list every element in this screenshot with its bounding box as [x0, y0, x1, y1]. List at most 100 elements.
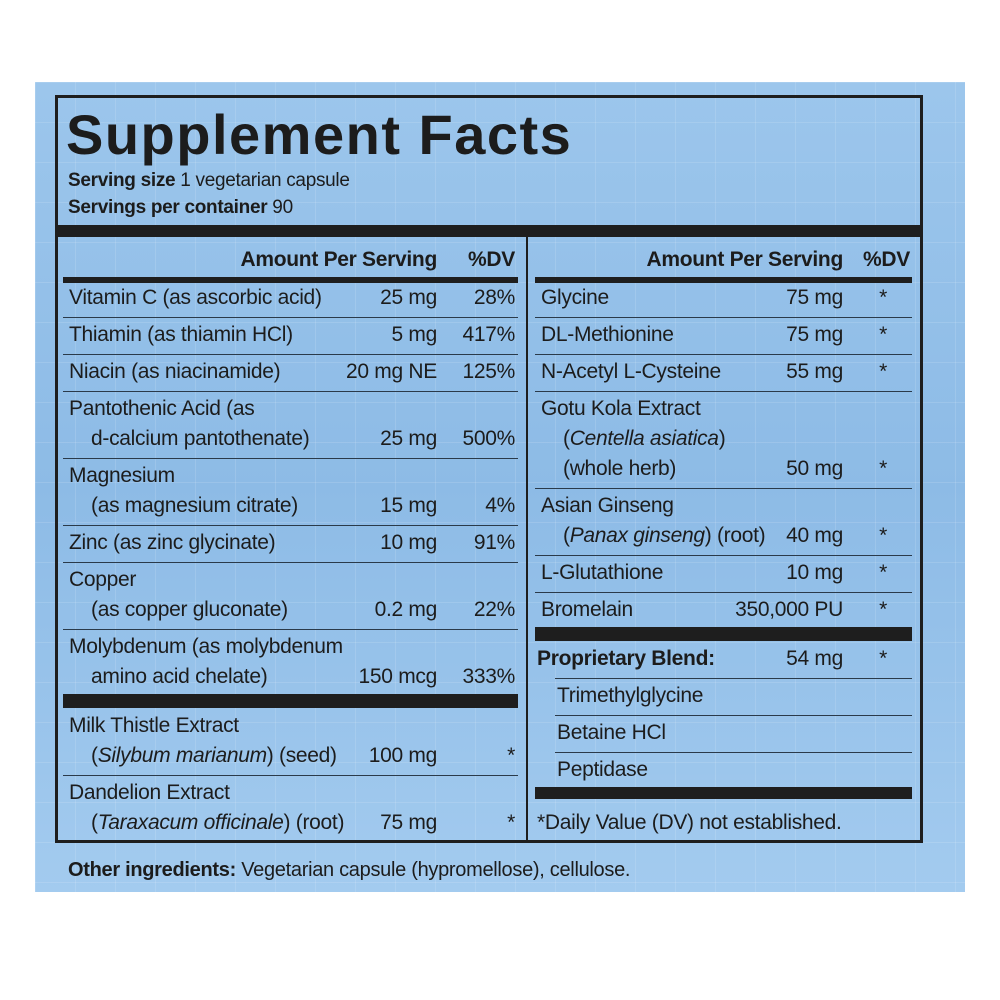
name-part: (: [91, 811, 98, 834]
row-rule: [555, 752, 912, 753]
row-rule: [63, 525, 518, 526]
column-header: Amount Per Serving: [646, 248, 844, 271]
ingredient-name: (Centella asiatica): [563, 427, 726, 451]
daily-value: 417%: [462, 323, 515, 346]
latin-name: Centella asiatica: [569, 427, 719, 450]
ingredient-name: (whole herb): [563, 457, 677, 480]
row-rule: [63, 458, 518, 459]
ingredient-name: Milk Thistle Extract: [69, 714, 239, 737]
ingredient-name: N-Acetyl L-Cysteine: [541, 360, 721, 383]
ingredient-name: Molybdenum (as molybdenum: [69, 635, 343, 658]
row-rule: [535, 592, 912, 593]
ingredient-name: (Silybum marianum) (seed): [91, 744, 337, 768]
ingredient-name: Magnesium: [69, 464, 175, 487]
title: Supplement Facts: [66, 103, 573, 166]
row-rule: [63, 629, 518, 630]
footnote: *Daily Value (DV) not established.: [537, 811, 842, 834]
name-part: ) (root): [704, 524, 766, 547]
section-bar: [63, 694, 518, 708]
amount: 54 mg: [786, 647, 843, 670]
name-part: (: [563, 427, 570, 450]
daily-value: 125%: [462, 360, 515, 383]
daily-value: 22%: [473, 598, 515, 621]
column-header: Amount Per Serving: [240, 248, 438, 271]
row-rule: [63, 317, 518, 318]
name-part: ) (seed): [266, 744, 337, 767]
column-divider: [526, 237, 528, 843]
name-part: ) (root): [283, 811, 345, 834]
daily-value: *: [879, 323, 887, 346]
ingredient-name: Gotu Kola Extract: [541, 397, 701, 420]
daily-value: *: [879, 457, 887, 480]
ingredient-name: L-Glutathione: [541, 561, 664, 584]
row-rule: [63, 391, 518, 392]
row-rule: [535, 391, 912, 392]
label-background: [35, 82, 965, 892]
row-rule: [555, 678, 912, 679]
header-bar: [63, 277, 518, 283]
ingredient-name: Vitamin C (as ascorbic acid): [69, 286, 322, 309]
daily-value: %DV: [863, 248, 910, 271]
section-bar: [535, 627, 912, 641]
amount: 75 mg: [786, 323, 843, 346]
row-rule: [535, 488, 912, 489]
daily-value: 333%: [462, 665, 515, 688]
daily-value: *: [507, 811, 515, 834]
ingredient-name: (Panax ginseng) (root): [563, 524, 766, 548]
other-ingredients-value: Vegetarian capsule (hypromellose), cellu…: [241, 859, 631, 881]
daily-value: *: [879, 360, 887, 383]
header-bar: [535, 277, 912, 283]
ingredient-name: Bromelain: [541, 598, 633, 621]
amount: 150 mcg: [358, 665, 438, 688]
daily-value: *: [879, 286, 887, 309]
serving-size-label: Serving size: [68, 170, 176, 191]
latin-name: Panax ginseng: [569, 524, 705, 547]
row-rule: [63, 775, 518, 776]
other-ingredients: Other ingredients: Vegetarian capsule (h…: [68, 858, 630, 882]
daily-value: 91%: [473, 531, 515, 554]
servings-label: Servings per container: [68, 197, 268, 218]
amount: 10 mg: [786, 561, 843, 584]
daily-value: *: [879, 561, 887, 584]
daily-value: 4%: [485, 494, 515, 517]
row-rule: [63, 354, 518, 355]
ingredient-name: Thiamin (as thiamin HCl): [69, 323, 293, 346]
ingredient-name: Zinc (as zinc glycinate): [69, 531, 276, 554]
ingredient-name: DL-Methionine: [541, 323, 674, 346]
blend-ingredient: Peptidase: [557, 758, 648, 781]
other-ingredients-label: Other ingredients:: [68, 859, 236, 881]
amount: 10 mg: [380, 531, 437, 554]
daily-value: *: [879, 647, 887, 670]
daily-value: *: [879, 524, 887, 547]
amount: 100 mg: [368, 744, 438, 767]
ingredient-name: d-calcium pantothenate): [91, 427, 310, 450]
ingredient-name: Copper: [69, 568, 137, 591]
amount: 75 mg: [786, 286, 843, 309]
row-rule: [555, 715, 912, 716]
row-rule: [535, 354, 912, 355]
latin-name: Taraxacum officinale: [97, 811, 284, 834]
amount: 350,000 PU: [735, 598, 843, 621]
serving-size: Serving size 1 vegetarian capsule: [68, 169, 350, 193]
name-part: (: [563, 524, 570, 547]
amount: 40 mg: [786, 524, 843, 547]
amount: 50 mg: [786, 457, 843, 480]
amount: 55 mg: [786, 360, 843, 383]
blend-name: Proprietary Blend:: [537, 647, 715, 670]
serving-size-value: 1 vegetarian capsule: [180, 170, 350, 191]
ingredient-name: Dandelion Extract: [69, 781, 230, 804]
ingredient-name: Pantothenic Acid (as: [69, 397, 255, 420]
daily-value: *: [507, 744, 515, 767]
ingredient-name: amino acid chelate): [91, 665, 268, 688]
ingredient-name: (Taraxacum officinale) (root): [91, 811, 344, 835]
amount: 5 mg: [391, 323, 438, 346]
row-rule: [535, 317, 912, 318]
footnote-bar: [535, 787, 912, 799]
row-rule: [63, 562, 518, 563]
daily-value: %DV: [468, 248, 515, 271]
top-bar: [58, 225, 920, 237]
amount: 0.2 mg: [374, 598, 438, 621]
facts-box: [55, 95, 923, 843]
ingredient-name: Niacin (as niacinamide): [69, 360, 281, 383]
row-rule: [535, 555, 912, 556]
